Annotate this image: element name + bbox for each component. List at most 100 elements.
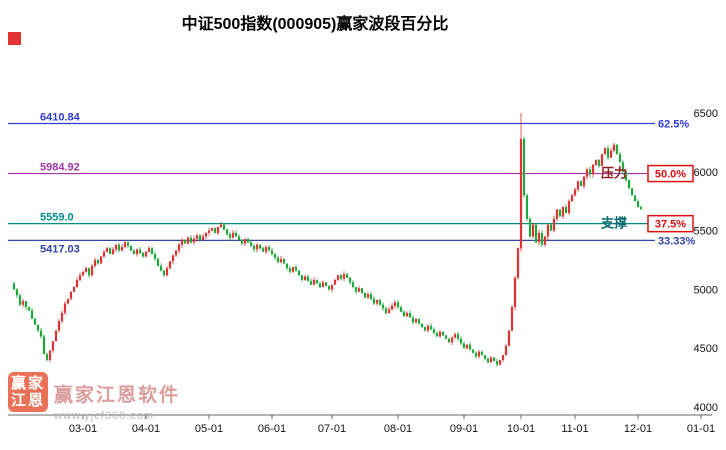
candle-body	[498, 359, 502, 365]
candle-body	[537, 232, 541, 243]
candle-body	[210, 228, 214, 231]
candle-body	[363, 292, 367, 298]
x-axis-label: 01-01	[687, 423, 715, 435]
level-pct-label: 37.5%	[655, 219, 686, 231]
candle-body	[96, 260, 100, 264]
candle-body	[456, 334, 460, 339]
candle-body	[390, 305, 394, 310]
candle-body	[561, 207, 565, 217]
candle-body	[387, 309, 391, 313]
candle-body	[504, 345, 508, 356]
candle-body	[126, 242, 130, 246]
level-pct-label: 50.0%	[655, 169, 686, 181]
candle-body	[633, 195, 637, 202]
candle-body	[267, 247, 271, 251]
red-square-icon	[8, 32, 21, 45]
y-axis-label: 5500	[694, 226, 718, 238]
candle-body	[627, 180, 631, 189]
candle-body	[636, 201, 640, 208]
candle-body	[294, 267, 298, 271]
candle-body	[213, 228, 217, 233]
candle-body	[195, 235, 199, 239]
candle-body	[579, 181, 583, 186]
candle-body	[240, 240, 244, 244]
candle-body	[324, 282, 328, 286]
candle-body	[333, 279, 337, 285]
candle-body	[198, 235, 202, 241]
candle-body	[483, 355, 487, 359]
candle-body	[480, 351, 484, 356]
candle-body	[144, 251, 148, 257]
pct-label-box	[647, 214, 694, 233]
y-axis-label: 5000	[694, 284, 718, 296]
candle-body	[111, 249, 115, 255]
candle-body	[621, 162, 625, 172]
candle-body	[309, 281, 313, 285]
candle-body	[582, 176, 586, 186]
candle-body	[150, 248, 154, 255]
candle-body	[360, 288, 364, 293]
candle-body	[342, 274, 346, 279]
candle-body	[594, 160, 598, 165]
candle-body	[495, 361, 499, 365]
candle-body	[357, 288, 361, 292]
candle-body	[486, 358, 490, 363]
candle-body	[522, 138, 526, 196]
candle-body	[606, 148, 610, 158]
candle-body	[471, 349, 475, 353]
candle-body	[180, 240, 184, 245]
candle-body	[90, 265, 94, 276]
candle-body	[129, 245, 133, 251]
candle-body	[534, 224, 538, 243]
candle-body	[108, 248, 112, 255]
candle-body	[576, 181, 580, 190]
candle-body	[159, 265, 163, 271]
candle-body	[60, 312, 64, 322]
y-axis-label: 6000	[694, 167, 718, 179]
candle-body	[555, 209, 559, 219]
candle-body	[207, 230, 211, 233]
candle-body	[300, 275, 304, 280]
candle-body	[477, 351, 481, 357]
candle-body	[462, 343, 466, 349]
candle-body	[609, 150, 613, 158]
candle-body	[66, 298, 70, 304]
candle-body	[558, 209, 562, 217]
candle-body	[501, 355, 505, 360]
candle-body	[399, 307, 403, 312]
candle-body	[138, 249, 142, 253]
candle-body	[330, 284, 334, 290]
candle-body	[381, 304, 385, 309]
x-axis-label: 04-01	[132, 423, 160, 435]
candle-body	[639, 207, 643, 210]
level-lines	[8, 122, 655, 241]
candle-body	[339, 275, 343, 279]
candle-body	[618, 154, 622, 163]
candle-body	[429, 325, 433, 330]
candle-body	[153, 254, 157, 259]
x-axis-label: 06-01	[258, 423, 286, 435]
candle-body	[567, 201, 571, 213]
candle-body	[318, 283, 322, 288]
candle-body	[438, 331, 442, 337]
candle-body	[120, 247, 124, 251]
candle-body	[12, 283, 16, 290]
candle-body	[54, 330, 58, 342]
level-price-label: 5559.0	[40, 212, 74, 224]
level-price-label: 6410.84	[40, 111, 81, 123]
candle-body	[102, 251, 106, 257]
candle-body	[426, 325, 430, 331]
candle-body	[351, 282, 355, 288]
candle-body	[540, 232, 544, 245]
candle-body	[393, 302, 397, 306]
candle-body	[354, 287, 358, 292]
candle-body	[321, 282, 325, 288]
candle-body	[453, 334, 457, 338]
candle-body	[402, 311, 406, 317]
candle-body	[375, 299, 379, 304]
candle-body	[336, 275, 340, 280]
candle-body	[303, 276, 307, 280]
candle-body	[123, 242, 127, 248]
y-axis-label: 4500	[694, 343, 718, 355]
